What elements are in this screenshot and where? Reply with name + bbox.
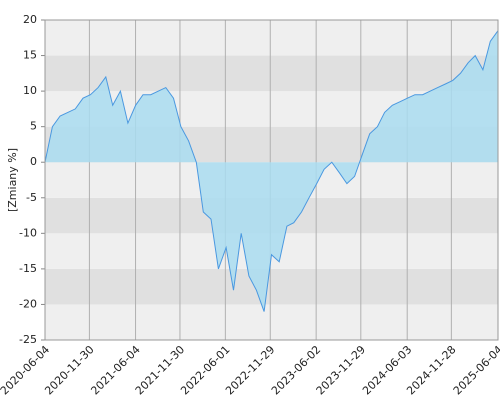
band: [45, 268, 498, 305]
band: [45, 304, 498, 340]
y-axis-label: [Zmiany %]: [6, 148, 19, 212]
y-tick-label: -5: [26, 191, 37, 204]
y-tick-label: 0: [30, 155, 37, 168]
y-tick-label: 10: [23, 84, 37, 97]
line: [44, 30, 499, 312]
y-tick-label: 15: [23, 49, 37, 62]
y-tick-label: -20: [19, 297, 37, 310]
y-tick-label: 5: [30, 120, 37, 133]
y-tick-label: -15: [19, 262, 37, 275]
y-tick-label: -25: [19, 333, 37, 346]
band: [45, 20, 498, 56]
y-tick-label: -10: [19, 226, 37, 239]
area: [45, 30, 498, 312]
x-tick-label: 2025-06-04: [451, 343, 500, 397]
band: [45, 55, 498, 92]
y-tick-label: 20: [23, 13, 37, 26]
plot-border: [44, 19, 499, 341]
